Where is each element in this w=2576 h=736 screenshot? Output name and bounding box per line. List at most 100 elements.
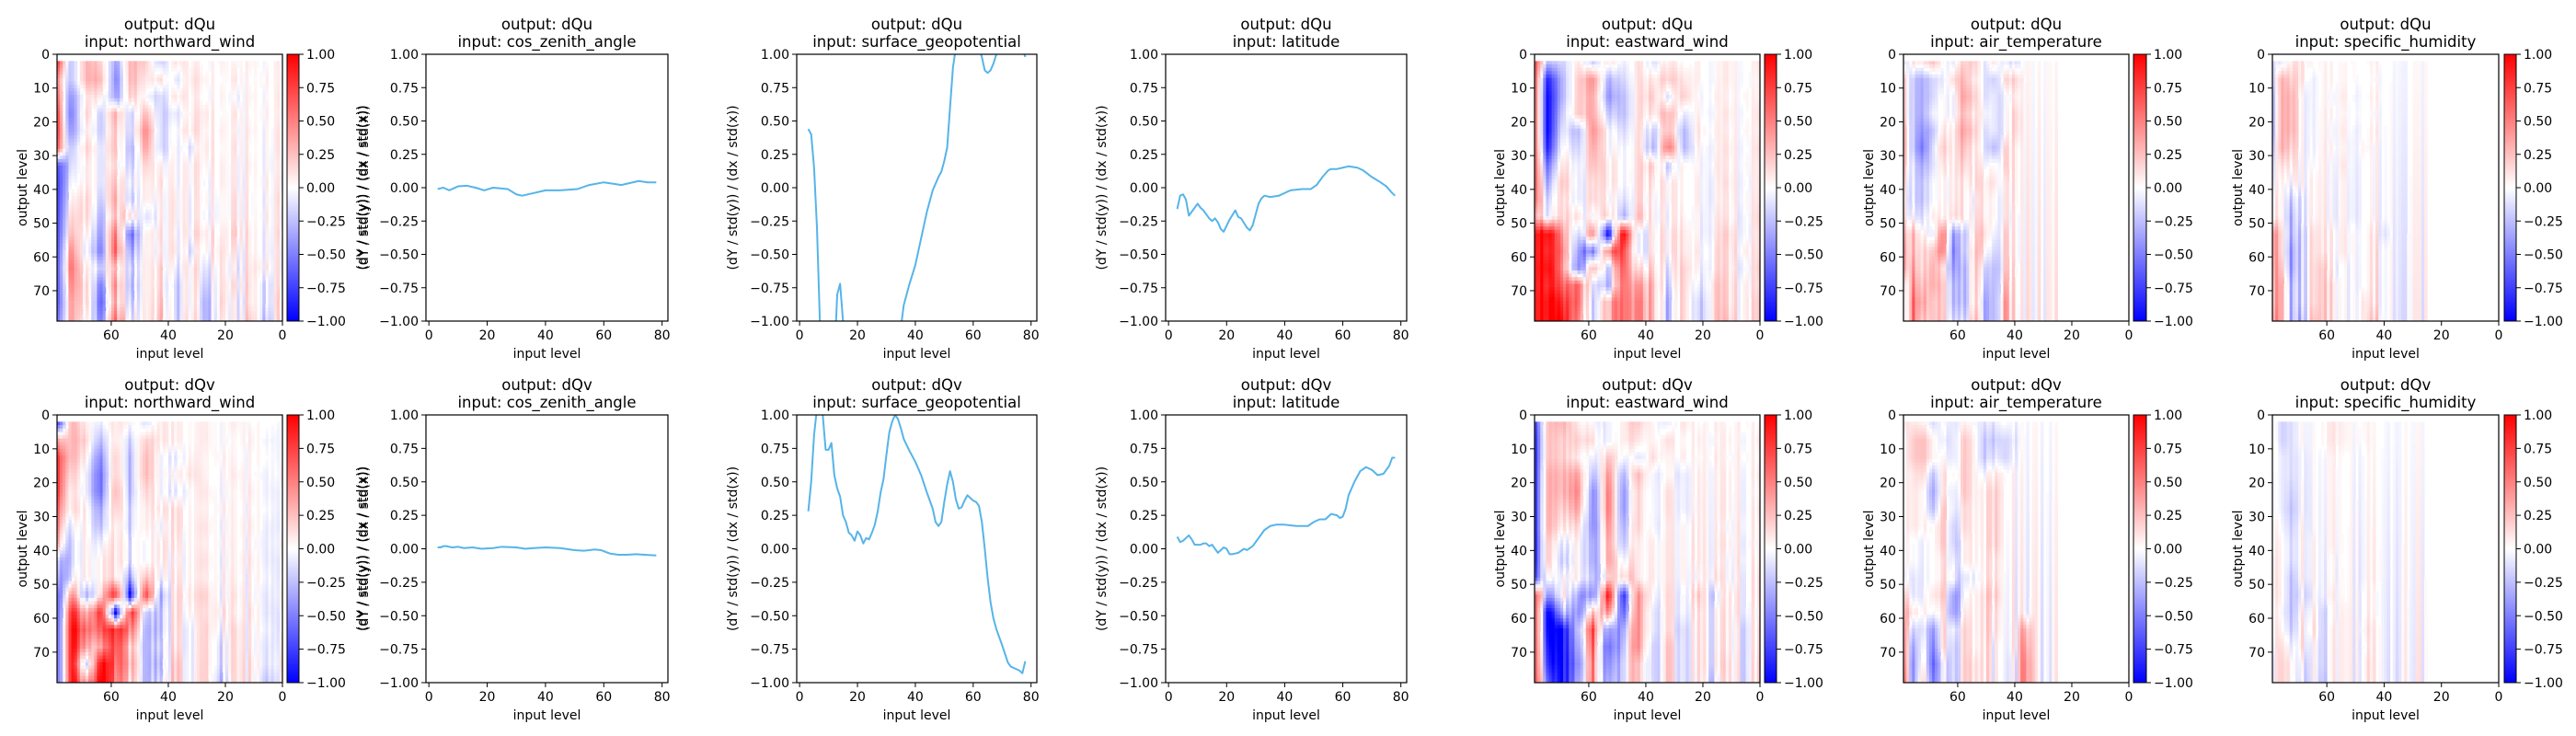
heatmap-cell: [75, 119, 78, 122]
heatmap-cell: [228, 162, 232, 166]
heatmap-cell: [137, 159, 141, 163]
heatmap-cell: [103, 162, 107, 166]
heatmap-cell: [202, 182, 206, 186]
heatmap-cell: [117, 81, 121, 85]
heatmap-cell: [220, 105, 224, 109]
heatmap-cell: [106, 139, 109, 143]
heatmap-cell: [63, 125, 66, 129]
heatmap-cell: [80, 78, 84, 82]
heatmap-cell: [80, 129, 84, 132]
heatmap-cell: [246, 111, 249, 115]
heatmap-cell: [160, 230, 164, 234]
heatmap-cell: [239, 78, 243, 82]
heatmap-cell: [148, 274, 152, 278]
heatmap-cell: [72, 264, 75, 268]
heatmap-cell: [117, 186, 121, 190]
heatmap-cell: [75, 81, 78, 85]
heatmap-cell: [254, 109, 258, 112]
heatmap-cell: [60, 294, 63, 298]
heatmap-cell: [111, 101, 115, 105]
heatmap-cell: [117, 162, 121, 166]
heatmap-cell: [132, 200, 135, 203]
heatmap-cell: [120, 135, 123, 139]
heatmap-cell: [140, 166, 144, 169]
heatmap-cell: [72, 267, 75, 270]
heatmap-cell: [254, 169, 258, 173]
heatmap-cell: [197, 186, 201, 190]
heatmap-cell: [86, 142, 89, 145]
heatmap-cell: [217, 206, 221, 210]
heatmap-cell: [262, 247, 266, 250]
heatmap-cell: [177, 244, 180, 247]
heatmap-cell: [225, 115, 229, 119]
heatmap-cell: [120, 206, 123, 210]
heatmap-cell: [77, 186, 81, 190]
heatmap-cell: [174, 95, 178, 98]
heatmap-cell: [268, 284, 271, 288]
heatmap-cell: [91, 281, 95, 284]
heatmap-cell: [72, 172, 75, 176]
heatmap-cell: [236, 213, 240, 217]
heatmap-cell: [251, 91, 255, 95]
heatmap-cell: [88, 270, 92, 274]
heatmap-cell: [182, 182, 186, 186]
heatmap-cell: [129, 236, 132, 240]
heatmap-cell: [60, 78, 63, 82]
heatmap-cell: [239, 129, 243, 132]
heatmap-cell: [86, 111, 89, 115]
heatmap-cell: [171, 98, 175, 102]
heatmap-cell: [262, 166, 266, 169]
heatmap-cell: [100, 287, 104, 291]
heatmap-cell: [182, 78, 186, 82]
heatmap-cell: [236, 270, 240, 274]
heatmap-cell: [148, 281, 152, 284]
heatmap-cell: [63, 277, 66, 281]
heatmap-cell: [228, 260, 232, 264]
heatmap-cell: [171, 68, 175, 72]
heatmap-cell: [77, 284, 81, 288]
heatmap-cell: [137, 81, 141, 85]
heatmap-cell: [145, 213, 149, 217]
heatmap-cell: [88, 111, 92, 115]
heatmap-cell: [103, 291, 107, 294]
heatmap-cell: [77, 166, 81, 169]
heatmap-cell: [179, 68, 183, 72]
heatmap-cell: [189, 135, 192, 139]
heatmap-cell: [214, 267, 218, 270]
heatmap-cell: [189, 196, 192, 200]
heatmap-cell: [211, 250, 214, 254]
heatmap-cell: [88, 64, 92, 68]
heatmap-cell: [151, 149, 155, 153]
heatmap-cell: [225, 230, 229, 234]
heatmap-cell: [223, 155, 226, 159]
heatmap-cell: [228, 294, 232, 298]
heatmap-cell: [148, 68, 152, 72]
heatmap-cell: [254, 95, 258, 98]
heatmap-cell: [243, 281, 247, 284]
heatmap-cell: [106, 193, 109, 197]
heatmap-cell: [151, 264, 155, 268]
heatmap-cell: [114, 281, 118, 284]
heatmap-cell: [234, 159, 237, 163]
heatmap-cell: [246, 244, 249, 247]
heatmap-cell: [254, 71, 258, 75]
heatmap-cell: [246, 307, 249, 311]
heatmap-cell: [208, 172, 212, 176]
heatmap-cell: [65, 190, 69, 193]
heatmap-cell: [143, 98, 146, 102]
heatmap-cell: [259, 81, 263, 85]
heatmap-cell: [236, 220, 240, 224]
heatmap-cell: [72, 224, 75, 227]
heatmap-cell: [234, 193, 237, 197]
heatmap-cell: [145, 220, 149, 224]
heatmap-cell: [254, 176, 258, 179]
heatmap-cell: [202, 75, 206, 78]
heatmap-cell: [140, 109, 144, 112]
heatmap-cell: [60, 152, 63, 155]
heatmap-cell: [197, 257, 201, 260]
heatmap-cell: [100, 234, 104, 237]
heatmap-cell: [160, 91, 164, 95]
heatmap-cell: [179, 270, 183, 274]
heatmap-cell: [211, 297, 214, 301]
heatmap-cell: [265, 234, 269, 237]
